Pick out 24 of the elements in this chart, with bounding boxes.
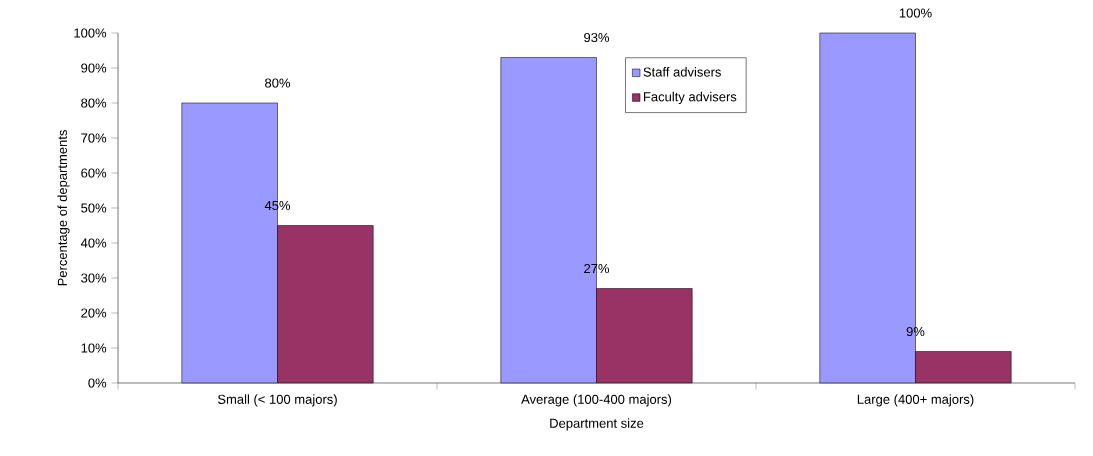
y-tick-label: 10% (81, 343, 107, 353)
y-axis-title: Percentage of departments (57, 130, 70, 286)
y-tick-label: 20% (81, 308, 107, 318)
x-tick-label: Small (< 100 majors) (217, 394, 337, 407)
data-label: 9% (906, 326, 925, 337)
y-tick-label: 60% (81, 168, 107, 178)
y-tick-label: 90% (81, 63, 107, 73)
data-label: 100% (899, 8, 932, 18)
y-tick-label: 100% (74, 28, 107, 38)
x-tick-label: Large (400+ majors) (857, 394, 974, 407)
y-tick-label: 50% (81, 203, 107, 213)
data-label: 80% (265, 78, 291, 88)
legend-label: Staff advisers (643, 67, 721, 77)
y-tick-label: 40% (80, 238, 107, 248)
y-tick-label: 80% (81, 98, 107, 108)
data-label: 93% (584, 32, 610, 43)
legend-label: Faculty advisers (644, 91, 737, 104)
y-tick-label: 30% (81, 273, 107, 283)
data-label: 27% (584, 263, 610, 274)
y-tick-label: 70% (81, 133, 107, 143)
y-tick-label: 0% (88, 378, 107, 388)
data-label: 45% (264, 200, 291, 211)
x-tick-label: Average (100-400 majors) (521, 394, 672, 407)
x-axis-title: Department size (550, 418, 644, 431)
